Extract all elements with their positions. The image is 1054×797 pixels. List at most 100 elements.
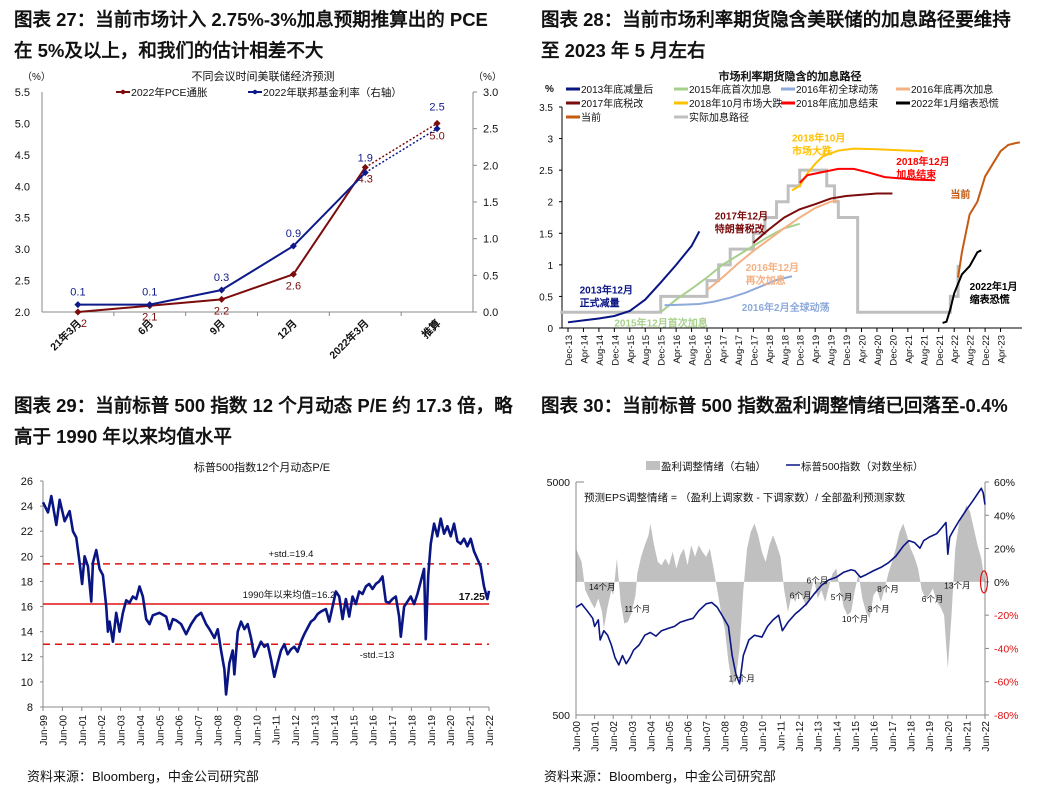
fig29-y-tick: 18 <box>21 576 33 588</box>
fig27-left-tick: 2.0 <box>15 307 30 319</box>
fig28-x-tick: Apr-18 <box>765 335 776 364</box>
fig30-duration-annotation: 6个月 <box>807 576 829 586</box>
fig30-right-tick: 20% <box>994 544 1015 556</box>
fig27-chart: 不同会议时间美联储经济预测 （%） （%） 2.0 2.5 3.0 3.5 4.0 4.5 5.0… <box>15 69 502 362</box>
fig28-legend-label: 2015年底首次加息 <box>689 83 771 96</box>
fig30-duration-annotation: 14个月 <box>589 582 615 592</box>
fig28-series-line <box>567 230 701 324</box>
fig30-legend-label: 盈利调整情绪（右轴） <box>661 460 766 473</box>
fig30-title-line1: 图表 30：当前标普 500 指数盈利调整情绪已回落至-0.4% <box>541 395 1008 416</box>
fig30-x-tick: Jun-13 <box>814 721 825 752</box>
fig28-x-tick: Aug-22 <box>966 335 977 366</box>
fig28-series-line <box>957 141 1021 278</box>
fig28-x-tick: Apr-17 <box>718 335 729 364</box>
fig29-x-tick: Jun-18 <box>407 715 418 746</box>
fig30-x-tick: Jun-01 <box>591 721 602 752</box>
fig29-x-tick: Jun-22 <box>485 715 496 746</box>
fig29-x-tick: Jun-08 <box>214 715 225 746</box>
fig29-x-tick: Jun-00 <box>58 715 69 746</box>
fig28-y-tick: 2.5 <box>539 166 553 177</box>
fig28-x-tick: Apr-22 <box>950 335 961 364</box>
fig28-annotation: 正式减量 <box>580 296 620 309</box>
fig29-x-tick: Jun-13 <box>310 715 321 746</box>
fig29-title-line1: 图表 29：当前标普 500 指数 12 个月动态 P/E 约 17.3 倍，略 <box>14 395 513 416</box>
fig30-formula-note: 预测EPS调整情绪 = （盈利上调家数 - 下调家数）/ 全部盈利预测家数 <box>584 491 906 504</box>
fig28-legend-label: 2017年底税改 <box>581 97 643 110</box>
fig27-data-point <box>361 163 369 171</box>
fig28-legend-label: 2016年初全球动荡 <box>796 83 878 96</box>
fig30-right-tick: -20% <box>994 610 1019 622</box>
fig28-annotation: 2022年1月 <box>970 280 1018 293</box>
fig27-data-label: 0.3 <box>214 272 229 284</box>
fig29-x-tick: Jun-99 <box>39 715 50 746</box>
fig28-annotation: 当前 <box>950 188 970 201</box>
fig30-source: 资料来源：Bloomberg，中金公司研究部 <box>544 769 776 784</box>
fig28-y-tick: 1.5 <box>539 229 553 240</box>
fig28-x-tick: Aug-17 <box>734 335 745 366</box>
fig30-x-tick: Jun-18 <box>907 721 918 752</box>
fig27-left-tick: 3.0 <box>15 244 30 256</box>
fig30-x-tick: Jun-20 <box>944 721 955 752</box>
fig28-title-line1: 图表 28：当前市场利率期货隐含美联储的加息路径要维持 <box>541 9 1011 30</box>
fig29-x-tick: Jun-21 <box>466 715 477 746</box>
fig27-data-point <box>433 119 441 127</box>
fig29-x-tick: Jun-01 <box>78 715 89 746</box>
fig28-x-tick: Dec-15 <box>657 335 668 366</box>
fig30-x-tick: Jun-14 <box>832 721 843 752</box>
fig28-x-tick: Apr-15 <box>626 335 637 364</box>
fig29-x-tick: Jun-03 <box>117 715 128 746</box>
fig27-data-point <box>289 270 297 278</box>
fig28-legend-label: 实际加息路径 <box>689 111 749 124</box>
fig27-title-line1: 图表 27：当前市场计入 2.75%-3%加息预期推算出的 PCE <box>14 9 488 30</box>
fig28-x-tick: Aug-20 <box>873 335 884 366</box>
fig28-annotation: 2016年12月 <box>746 261 799 274</box>
fig27-data-point <box>74 308 82 316</box>
fig28-x-tick: Apr-16 <box>672 335 683 364</box>
fig30-duration-annotation: 5个月 <box>831 592 853 602</box>
fig27-chart-title: 不同会议时间美联储经济预测 <box>192 69 335 83</box>
fig30-x-tick: Jun-12 <box>795 721 806 752</box>
fig30-x-tick: Jun-17 <box>888 721 899 752</box>
fig27-data-label: 2 <box>81 318 87 330</box>
fig30-left-tick: 5000 <box>547 477 571 489</box>
fig27-right-tick: 2.5 <box>483 124 498 136</box>
fig27-data-point <box>433 125 441 133</box>
fig28-annotation: 2016年2月全球动荡 <box>742 301 830 314</box>
fig28-x-tick: Aug-16 <box>688 335 699 366</box>
fig29-y-tick: 26 <box>21 476 33 488</box>
fig29-chart: 标普500指数12个月动态P/E 8 10 12 14 16 18 20 22 24 26 Jun-9… <box>21 460 496 746</box>
fig28-series-line <box>942 249 982 324</box>
fig27-data-label: 2.6 <box>286 280 301 292</box>
fig30-right-tick: 60% <box>994 477 1015 489</box>
fig28-x-tick: Apr-23 <box>997 335 1008 364</box>
fig27-data-label: 5.0 <box>429 130 444 142</box>
fig28-x-tick: Aug-18 <box>780 335 791 366</box>
fig30-duration-annotation: 6个月 <box>922 594 944 604</box>
fig30-right-tick: 40% <box>994 510 1015 522</box>
fig28-x-tick: Aug-19 <box>827 335 838 366</box>
fig28-legend-label: 2018年底加息结束 <box>796 97 878 110</box>
fig28-x-tick: Dec-20 <box>888 335 899 366</box>
fig29-reference-label: -std.=13 <box>360 650 395 661</box>
fig28-series-line <box>660 222 800 313</box>
fig30-x-tick: Jun-05 <box>665 721 676 752</box>
fig27-left-tick: 3.5 <box>15 213 30 225</box>
fig27-title-line2: 在 5%及以上，和我们的估计相差不大 <box>14 40 324 61</box>
fig27-left-tick: 4.5 <box>15 150 30 162</box>
fig28-series-line <box>664 275 793 307</box>
fig29-y-tick: 20 <box>21 551 33 563</box>
fig29-y-tick: 12 <box>21 652 33 664</box>
fig30-x-tick: Jun-22 <box>981 721 992 752</box>
fig27-data-point <box>218 286 226 294</box>
fig28-legend-label: 当前 <box>581 111 601 124</box>
fig29-y-tick: 22 <box>21 526 33 538</box>
fig28-y-tick: 2 <box>547 198 553 209</box>
fig27-data-point <box>218 295 226 303</box>
fig29-x-tick: Jun-04 <box>136 715 147 746</box>
fig28-x-tick: Dec-21 <box>935 335 946 366</box>
fig27-legend-marker <box>252 89 258 95</box>
fig27-data-point <box>74 301 82 309</box>
fig30-x-tick: Jun-19 <box>925 721 936 752</box>
fig27-data-label: 0.1 <box>142 287 157 299</box>
fig27-legend-label: 2022年PCE通胀 <box>131 86 208 99</box>
